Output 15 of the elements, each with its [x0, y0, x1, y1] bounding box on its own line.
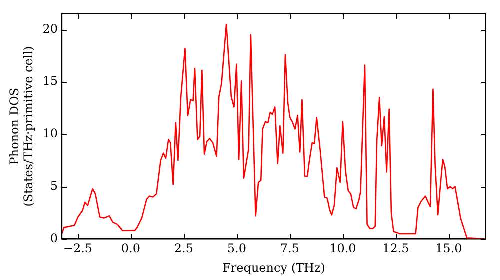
- x-tick-label: 7.5: [280, 242, 300, 256]
- y-tick-label: 0: [50, 231, 58, 246]
- y-tick-label: 20: [42, 22, 58, 36]
- x-tick-label: 10.0: [330, 242, 356, 256]
- x-tick-label: −2.5: [63, 242, 93, 256]
- x-tick-label: 5.0: [227, 242, 246, 256]
- y-axis-title: Phonon DOS (States/THz·primitive cell): [7, 46, 36, 207]
- y-tick-label: 10: [42, 126, 58, 141]
- x-tick-label: 2.5: [174, 242, 194, 256]
- y-tick-label: 15: [42, 74, 58, 88]
- x-tick-label: 0.0: [121, 242, 141, 256]
- x-tick-label: 12.5: [382, 242, 410, 256]
- x-axis-title: Frequency (THz): [222, 260, 326, 275]
- y-tick-label: 5: [50, 178, 58, 193]
- x-tick-label: 15.0: [436, 242, 462, 256]
